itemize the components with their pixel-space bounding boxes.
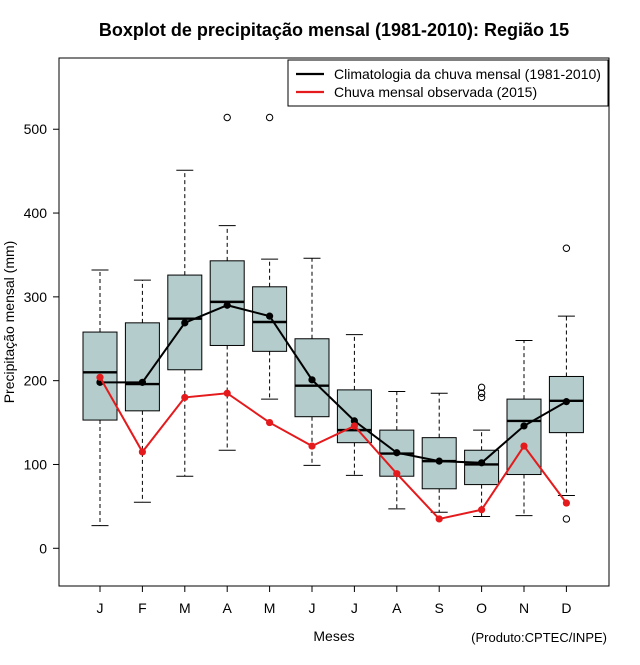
chart-title: Boxplot de precipitação mensal (1981-201…	[99, 20, 569, 40]
observed-point	[181, 393, 189, 402]
outlier-point	[562, 515, 571, 523]
outlier-point	[223, 113, 231, 122]
climatology-point	[181, 319, 189, 327]
plot-frame	[58, 57, 610, 587]
x-tick-label: J	[309, 600, 316, 616]
y-tick-label: 500	[24, 121, 48, 137]
observed-point	[96, 373, 104, 381]
observed-line	[99, 376, 568, 521]
climatology-point	[223, 301, 231, 309]
y-tick-label: 0	[39, 540, 47, 556]
x-tick-label: O	[476, 600, 487, 616]
y-tick-label: 200	[24, 373, 48, 389]
outlier-point	[477, 383, 486, 392]
y-tick-label: 300	[24, 289, 48, 305]
climatology-point	[266, 312, 274, 320]
climatology-line	[100, 304, 567, 464]
observed-point	[520, 442, 528, 450]
box-iqr	[336, 389, 372, 444]
legend-box	[287, 59, 609, 107]
y-tick-label: 100	[24, 456, 48, 472]
x-axis-label: Meses	[313, 628, 354, 644]
climatology-point	[562, 398, 571, 406]
credit-text: (Produto:CPTEC/INPE)	[471, 630, 607, 645]
observed-point	[223, 389, 231, 397]
x-tick-label: M	[264, 600, 276, 616]
outlier-point	[562, 244, 571, 252]
observed-point	[478, 506, 486, 514]
x-tick-label: A	[392, 600, 402, 616]
climatology-point	[478, 459, 486, 467]
x-tick-label: D	[561, 600, 571, 616]
climatology-point	[435, 457, 443, 465]
observed-point	[308, 442, 316, 450]
legend-label-observed: Chuva mensal observada (2015)	[334, 84, 537, 100]
outlier-point	[477, 393, 486, 402]
box-iqr	[464, 449, 500, 486]
outlier-point	[265, 113, 274, 122]
observed-point	[138, 448, 146, 456]
climatology-point	[350, 417, 358, 425]
observed-point	[266, 418, 274, 427]
x-tick-label: F	[138, 600, 147, 616]
x-tick-label: S	[435, 600, 444, 616]
x-tick-label: J	[351, 600, 358, 616]
climatology-point	[520, 422, 528, 430]
x-tick-label: J	[97, 600, 104, 616]
observed-point	[350, 422, 358, 430]
x-tick-label: A	[223, 600, 233, 616]
climatology-point	[393, 449, 401, 457]
observed-point	[393, 470, 401, 478]
y-axis-label: Precipitação mensal (mm)	[1, 241, 17, 404]
climatology-point	[138, 378, 146, 386]
x-tick-label: M	[179, 600, 191, 616]
legend: Climatologia da chuva mensal (1981-2010)…	[287, 59, 609, 107]
climatology-point	[308, 376, 316, 384]
outlier-point	[477, 389, 486, 397]
observed-point	[562, 499, 571, 507]
legend-label-climatology: Climatologia da chuva mensal (1981-2010)	[334, 66, 601, 82]
x-tick-label: N	[519, 600, 529, 616]
y-tick-label: 400	[24, 205, 48, 221]
observed-point	[435, 515, 443, 523]
